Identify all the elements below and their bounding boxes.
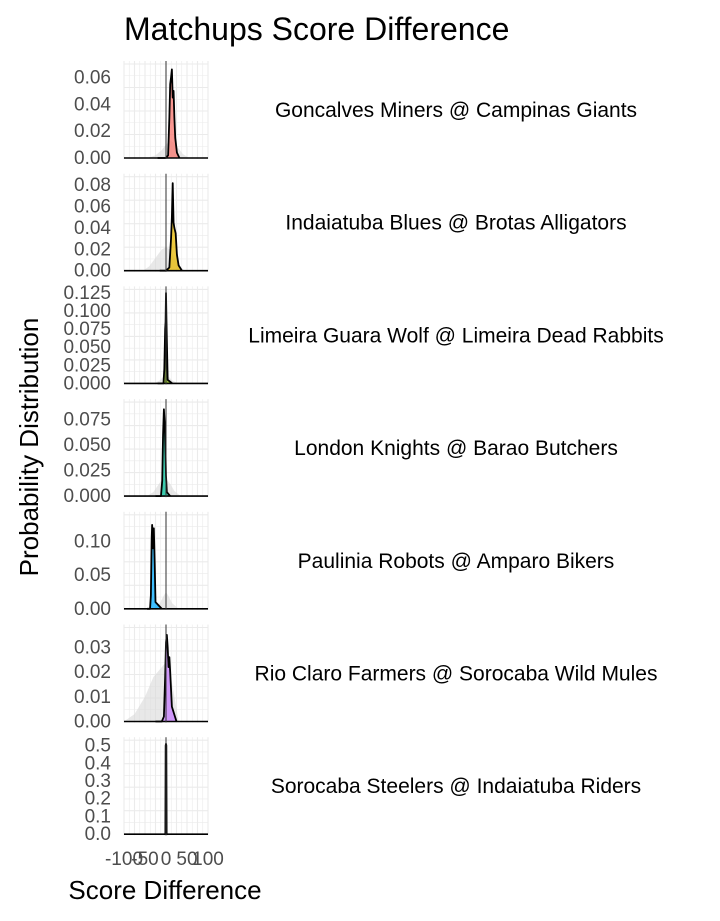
y-tick-label: 0.2 <box>85 789 111 810</box>
panel-6: 0.00.10.20.30.40.5 Sorocaba Steelers @ In… <box>85 736 642 846</box>
y-tick-label: 0.08 <box>74 175 111 196</box>
x-tick-label: 100 <box>192 849 224 870</box>
y-tick-label: 0.025 <box>63 355 111 376</box>
x-tick-label: -100 <box>105 849 143 870</box>
y-tick-label: 0.5 <box>85 736 111 757</box>
y-tick-label: 0.10 <box>74 532 111 553</box>
y-tick-label: 0.06 <box>74 197 111 218</box>
y-tick-label: 0.075 <box>63 319 111 340</box>
panel-label: Limeira Guara Wolf @ Limeira Dead Rabbit… <box>248 324 663 347</box>
x-axis-label: Score Difference <box>68 875 261 905</box>
y-tick-label: 0.1 <box>85 806 111 827</box>
panel-label: Sorocaba Steelers @ Indaiatuba Riders <box>271 775 641 798</box>
y-tick-label: 0.06 <box>74 67 111 88</box>
panel-label: London Knights @ Barao Butchers <box>294 437 618 460</box>
y-tick-label: 0.05 <box>74 565 111 586</box>
y-axis-label: Probability Distribution <box>14 318 44 577</box>
y-tick-label: 0.025 <box>63 461 111 482</box>
x-tick-label: 0 <box>161 849 172 870</box>
y-tick-label: 0.000 <box>63 373 111 394</box>
y-tick-label: 0.3 <box>85 771 111 792</box>
y-tick-label: 0.01 <box>74 687 111 708</box>
y-tick-label: 0.02 <box>74 121 111 142</box>
x-tick-label: 50 <box>176 849 197 870</box>
y-tick-label: 0.075 <box>63 409 111 430</box>
panel-label: Indaiatuba Blues @ Brotas Alligators <box>285 212 626 235</box>
y-tick-label: 0.4 <box>85 753 112 774</box>
density-outline <box>157 68 181 159</box>
y-tick-label: 0.125 <box>63 283 111 304</box>
y-tick-label: 0.050 <box>63 337 111 358</box>
panel-5: 0.00 0.01 0.02 0.03 Rio Claro Farmers @ Soro… <box>74 624 658 733</box>
density-outline <box>155 634 178 723</box>
y-tick-label: 0.04 <box>74 94 111 115</box>
y-tick-label: 0.02 <box>74 662 111 683</box>
panel-label: Goncalves Miners @ Campinas Giants <box>275 99 637 122</box>
y-tick-label: 0.0 <box>85 824 111 845</box>
panel-0: 0.00 0.02 0.04 0.06 Goncalves Miners @ Campi… <box>74 61 637 169</box>
y-tick-label: 0.04 <box>74 218 111 239</box>
y-tick-label: 0.00 <box>74 148 111 169</box>
density-outline <box>157 292 173 385</box>
panel-3: 0.000 0.025 0.050 0.075 London Knights @ Bar… <box>63 399 618 507</box>
density-area <box>157 69 180 158</box>
y-tick-label: 0.00 <box>74 712 111 733</box>
density-outline <box>159 182 183 272</box>
chart-title: Matchups Score Difference <box>124 11 509 47</box>
panel-label: Paulinia Robots @ Amparo Bikers <box>298 550 615 573</box>
y-tick-label: 0.100 <box>63 301 111 322</box>
y-tick-label: 0.00 <box>74 599 111 620</box>
panel-1: 0.000.020.040.060.08 Indaiatuba Blues @ B… <box>74 173 627 282</box>
panel-label: Rio Claro Farmers @ Sorocaba Wild Mules <box>255 663 658 686</box>
density-outline <box>147 523 163 610</box>
y-tick-label: 0.02 <box>74 239 111 260</box>
y-tick-label: 0.03 <box>74 637 111 658</box>
panel-4: 0.00 0.05 0.10 Paulinia Robots @ Amparo Bik… <box>74 511 615 620</box>
y-tick-label: 0.050 <box>63 435 111 456</box>
x-tick-label: -50 <box>131 849 158 870</box>
y-tick-label: 0.000 <box>63 486 111 507</box>
y-tick-label: 0.00 <box>74 261 111 282</box>
